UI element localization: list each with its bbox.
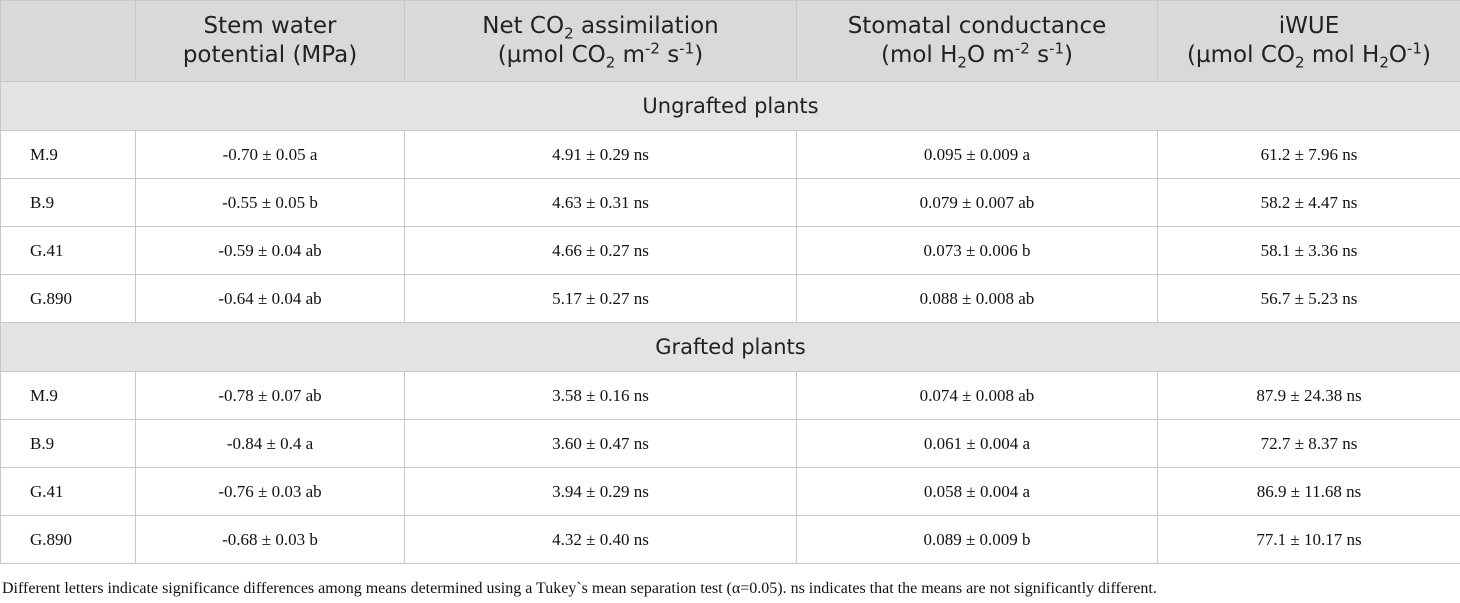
data-cell: 0.073 ± 0.006 b xyxy=(796,226,1158,275)
header-text: (mol H xyxy=(880,42,958,68)
header-line: (µmol CO2 m-2 s-1) xyxy=(405,41,796,70)
header-line: Stem water xyxy=(136,12,404,41)
data-cell: -0.64 ± 0.04 ab xyxy=(135,274,405,323)
data-row: B.9 -0.84 ± 0.4 a 3.60 ± 0.47 ns 0.061 ± 0.… xyxy=(0,419,1460,468)
header-row: Stem water potential (MPa) Net CO2 assimil… xyxy=(0,0,1460,82)
superscript: -1 xyxy=(679,39,695,58)
header-text: (µmol CO xyxy=(1187,42,1295,68)
data-cell: 0.061 ± 0.004 a xyxy=(796,419,1158,468)
header-text: O xyxy=(1388,42,1407,68)
header-cell: Net CO2 assimilation (µmol CO2 m-2 s-1) xyxy=(404,0,797,82)
data-cell: 4.63 ± 0.31 ns xyxy=(404,178,797,227)
data-cell: 58.2 ± 4.47 ns xyxy=(1157,178,1460,227)
data-table: Stem water potential (MPa) Net CO2 assimil… xyxy=(0,0,1460,564)
data-row: G.41 -0.59 ± 0.04 ab 4.66 ± 0.27 ns 0.073 ±… xyxy=(0,226,1460,275)
superscript: -1 xyxy=(1049,39,1065,58)
data-cell: 86.9 ± 11.68 ns xyxy=(1157,467,1460,516)
data-cell: 61.2 ± 7.96 ns xyxy=(1157,130,1460,179)
row-label: M.9 xyxy=(0,371,136,420)
data-cell: 87.9 ± 24.38 ns xyxy=(1157,371,1460,420)
header-text: Net CO xyxy=(482,13,565,39)
data-cell: 0.079 ± 0.007 ab xyxy=(796,178,1158,227)
data-row: G.41 -0.76 ± 0.03 ab 3.94 ± 0.29 ns 0.058 ±… xyxy=(0,467,1460,516)
row-label: M.9 xyxy=(0,130,136,179)
data-cell: -0.68 ± 0.03 b xyxy=(135,515,405,564)
subscript: 2 xyxy=(1379,53,1389,72)
header-text: Stomatal conductance xyxy=(847,13,1107,39)
data-row: G.890 -0.68 ± 0.03 b 4.32 ± 0.40 ns 0.089 ±… xyxy=(0,515,1460,564)
subscript: 2 xyxy=(564,24,574,43)
data-cell: 4.66 ± 0.27 ns xyxy=(404,226,797,275)
data-cell: 0.089 ± 0.009 b xyxy=(796,515,1158,564)
header-text: Stem water xyxy=(203,13,337,39)
data-cell: 5.17 ± 0.27 ns xyxy=(404,274,797,323)
data-cell: 3.60 ± 0.47 ns xyxy=(404,419,797,468)
data-cell: 3.58 ± 0.16 ns xyxy=(404,371,797,420)
superscript: -2 xyxy=(1014,39,1030,58)
header-line: iWUE xyxy=(1158,12,1460,41)
subscript: 2 xyxy=(605,53,616,72)
superscript: -2 xyxy=(645,39,660,58)
subscript: 2 xyxy=(1295,53,1305,72)
data-cell: 56.7 ± 5.23 ns xyxy=(1157,274,1460,323)
footnote: Different letters indicate significance … xyxy=(2,580,1157,597)
header-line: (µmol CO2 mol H2O-1) xyxy=(1158,41,1460,70)
header-text: ) xyxy=(694,42,704,68)
row-label: G.41 xyxy=(0,226,136,275)
data-cell: 4.91 ± 0.29 ns xyxy=(404,130,797,179)
row-label: G.890 xyxy=(0,515,136,564)
data-cell: -0.84 ± 0.4 a xyxy=(135,419,405,468)
header-text: ) xyxy=(1064,42,1074,68)
header-cell: Stem water potential (MPa) xyxy=(135,0,405,82)
group-row: Grafted plants xyxy=(0,322,1460,372)
header-cell: iWUE (µmol CO2 mol H2O-1) xyxy=(1157,0,1460,82)
header-text: ) xyxy=(1421,42,1431,68)
data-row: M.9 -0.78 ± 0.07 ab 3.58 ± 0.16 ns 0.074 ± … xyxy=(0,371,1460,420)
group-row: Ungrafted plants xyxy=(0,81,1460,131)
superscript: -1 xyxy=(1407,39,1422,58)
data-cell: 0.088 ± 0.008 ab xyxy=(796,274,1158,323)
row-label: B.9 xyxy=(0,178,136,227)
header-text: (µmol CO xyxy=(497,42,606,68)
table-body: Ungrafted plants M.9 -0.70 ± 0.05 a 4.91 ± … xyxy=(0,81,1460,564)
header-text: mol H xyxy=(1304,42,1380,68)
header-line: Stomatal conductance xyxy=(797,12,1157,41)
row-label: B.9 xyxy=(0,419,136,468)
header-cell xyxy=(0,0,136,82)
header-line: potential (MPa) xyxy=(136,41,404,70)
group-title: Ungrafted plants xyxy=(0,81,1460,131)
data-cell: -0.59 ± 0.04 ab xyxy=(135,226,405,275)
header-text: potential (MPa) xyxy=(182,42,358,68)
data-cell: 4.32 ± 0.40 ns xyxy=(404,515,797,564)
header-cell: Stomatal conductance (mol H2O m-2 s-1) xyxy=(796,0,1158,82)
data-cell: 0.095 ± 0.009 a xyxy=(796,130,1158,179)
data-cell: -0.55 ± 0.05 b xyxy=(135,178,405,227)
header-text: s xyxy=(1029,42,1050,68)
data-cell: -0.78 ± 0.07 ab xyxy=(135,371,405,420)
subscript: 2 xyxy=(957,53,967,72)
row-label: G.41 xyxy=(0,467,136,516)
data-row: M.9 -0.70 ± 0.05 a 4.91 ± 0.29 ns 0.095 ± 0… xyxy=(0,130,1460,179)
header-text: s xyxy=(659,42,680,68)
data-cell: 58.1 ± 3.36 ns xyxy=(1157,226,1460,275)
data-cell: 3.94 ± 0.29 ns xyxy=(404,467,797,516)
data-cell: 0.074 ± 0.008 ab xyxy=(796,371,1158,420)
data-cell: 72.7 ± 8.37 ns xyxy=(1157,419,1460,468)
data-cell: 0.058 ± 0.004 a xyxy=(796,467,1158,516)
data-row: G.890 -0.64 ± 0.04 ab 5.17 ± 0.27 ns 0.088 … xyxy=(0,274,1460,323)
header-text: O m xyxy=(966,42,1015,68)
header-text: iWUE xyxy=(1278,13,1340,39)
group-title: Grafted plants xyxy=(0,322,1460,372)
row-label: G.890 xyxy=(0,274,136,323)
header-text: m xyxy=(615,42,645,68)
data-cell: 77.1 ± 10.17 ns xyxy=(1157,515,1460,564)
header-line: Net CO2 assimilation xyxy=(405,12,796,41)
data-cell: -0.76 ± 0.03 ab xyxy=(135,467,405,516)
header-line: (mol H2O m-2 s-1) xyxy=(797,41,1157,70)
header-text: assimilation xyxy=(573,13,719,39)
data-cell: -0.70 ± 0.05 a xyxy=(135,130,405,179)
data-row: B.9 -0.55 ± 0.05 b 4.63 ± 0.31 ns 0.079 ± 0… xyxy=(0,178,1460,227)
